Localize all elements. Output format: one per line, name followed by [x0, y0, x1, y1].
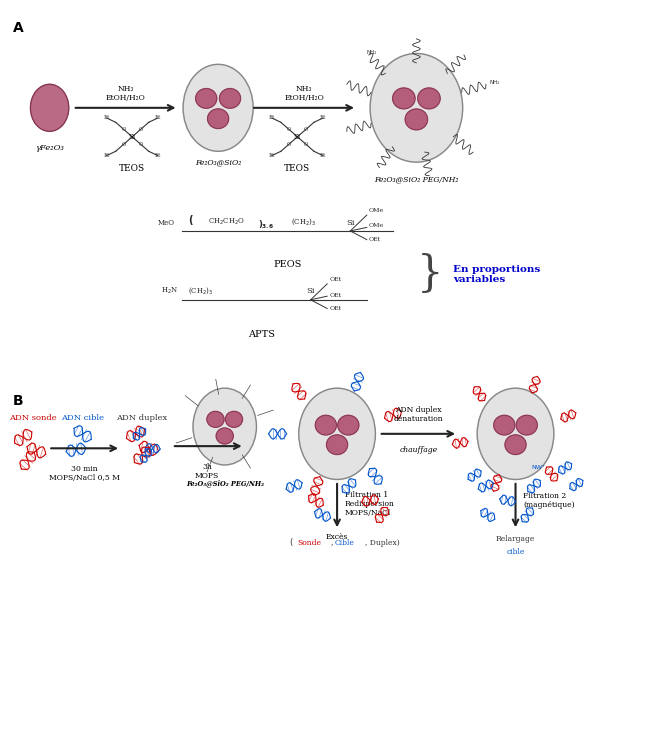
Text: TEOS: TEOS	[284, 164, 311, 173]
Text: Et: Et	[103, 153, 110, 158]
Ellipse shape	[207, 109, 229, 128]
Ellipse shape	[477, 388, 554, 480]
Text: En proportions
variables: En proportions variables	[453, 265, 540, 284]
Text: ADN cible: ADN cible	[61, 414, 104, 422]
Text: O: O	[122, 127, 126, 132]
Ellipse shape	[418, 88, 440, 109]
Text: ADN duplex: ADN duplex	[117, 414, 167, 422]
Text: Si: Si	[129, 133, 136, 141]
Ellipse shape	[405, 109, 428, 130]
Text: (CH$_2$)$_3$: (CH$_2$)$_3$	[188, 285, 213, 296]
Ellipse shape	[183, 64, 253, 151]
Text: ADN duplex
dénaturation: ADN duplex dénaturation	[394, 406, 443, 423]
Text: (: (	[289, 538, 293, 547]
Ellipse shape	[494, 415, 515, 435]
Ellipse shape	[195, 88, 217, 108]
Text: γFe₂O₃: γFe₂O₃	[35, 144, 64, 152]
Text: Fe₂O₃@SiO₂: Fe₂O₃@SiO₂	[195, 158, 241, 166]
Text: }: }	[416, 253, 443, 296]
Text: PEOS: PEOS	[273, 260, 301, 269]
Text: O: O	[303, 142, 308, 147]
Ellipse shape	[207, 411, 224, 427]
Text: O: O	[122, 142, 126, 147]
Text: Si: Si	[306, 288, 315, 296]
Text: O: O	[138, 142, 143, 147]
Text: Filtration 2
(magnétique): Filtration 2 (magnétique)	[524, 492, 575, 509]
Text: Relargage: Relargage	[496, 535, 535, 543]
Text: OEt: OEt	[329, 277, 342, 283]
Text: H$_2$N: H$_2$N	[161, 286, 179, 296]
Text: ,: ,	[330, 538, 333, 547]
Ellipse shape	[225, 411, 243, 427]
Text: O: O	[287, 142, 291, 147]
Text: TEOS: TEOS	[119, 164, 145, 173]
Text: NH₃
EtOH/H₂O: NH₃ EtOH/H₂O	[105, 85, 145, 102]
Text: Et: Et	[320, 153, 326, 158]
Text: cible: cible	[506, 548, 525, 556]
Ellipse shape	[393, 88, 415, 109]
Text: NH₂: NH₂	[489, 80, 500, 85]
Text: , Duplex): , Duplex)	[365, 539, 400, 547]
Text: NH₃
EtOH/H₂O: NH₃ EtOH/H₂O	[284, 85, 324, 102]
Text: Excès: Excès	[326, 533, 348, 541]
Ellipse shape	[299, 388, 376, 480]
Ellipse shape	[31, 84, 69, 131]
Text: Filtration 1
Redispersion
MOPS/NaCl: Filtration 1 Redispersion MOPS/NaCl	[345, 491, 395, 518]
Text: Fe₂O₃@SiO₂ PEG/NH₂: Fe₂O₃@SiO₂ PEG/NH₂	[374, 175, 459, 183]
Text: chauffage: chauffage	[400, 446, 438, 454]
Ellipse shape	[338, 415, 359, 435]
Ellipse shape	[516, 415, 538, 435]
Text: Et: Et	[320, 115, 326, 120]
Text: 3h
MOPS: 3h MOPS	[195, 463, 219, 480]
Ellipse shape	[315, 415, 336, 435]
Ellipse shape	[505, 435, 526, 455]
Text: OEt: OEt	[329, 293, 342, 298]
Text: $\bf{(}$: $\bf{(}$	[188, 213, 194, 227]
Text: MeO: MeO	[158, 219, 175, 227]
Ellipse shape	[370, 53, 463, 162]
Ellipse shape	[193, 388, 256, 465]
Text: O: O	[138, 127, 143, 132]
Text: Cible: Cible	[335, 539, 355, 547]
Text: O: O	[303, 127, 308, 132]
Text: OMe: OMe	[369, 223, 384, 228]
Text: OMe: OMe	[369, 208, 384, 213]
Text: Et: Et	[269, 115, 275, 120]
Ellipse shape	[327, 435, 348, 455]
Ellipse shape	[216, 428, 233, 444]
Text: Si: Si	[346, 218, 355, 226]
Text: APTS: APTS	[247, 330, 275, 339]
Text: Fe₂O₃@SiO₂ PEG/NH₂: Fe₂O₃@SiO₂ PEG/NH₂	[185, 480, 263, 488]
Text: Et: Et	[269, 153, 275, 158]
Text: B: B	[13, 394, 24, 408]
Text: 30 min
MOPS/NaCl 0,5 M: 30 min MOPS/NaCl 0,5 M	[49, 465, 120, 483]
Text: Si: Si	[294, 133, 301, 141]
Text: OEt: OEt	[329, 306, 342, 311]
Text: Et: Et	[103, 115, 110, 120]
Text: O: O	[287, 127, 291, 132]
Text: A: A	[13, 21, 24, 35]
Text: CH$_2$CH$_2$O: CH$_2$CH$_2$O	[208, 217, 245, 227]
Text: (CH$_2$)$_3$: (CH$_2$)$_3$	[291, 217, 316, 227]
Text: ADN sonde: ADN sonde	[9, 414, 57, 422]
Text: $\bf{)}_{3.6}$: $\bf{)}_{3.6}$	[257, 218, 273, 231]
Text: NW⁺: NW⁺	[532, 464, 546, 469]
Text: Et: Et	[155, 115, 161, 120]
Text: Et: Et	[155, 153, 161, 158]
Text: Sonde: Sonde	[297, 539, 321, 547]
Text: OEt: OEt	[369, 237, 381, 242]
Text: NH₂: NH₂	[367, 50, 377, 55]
Ellipse shape	[219, 88, 241, 108]
